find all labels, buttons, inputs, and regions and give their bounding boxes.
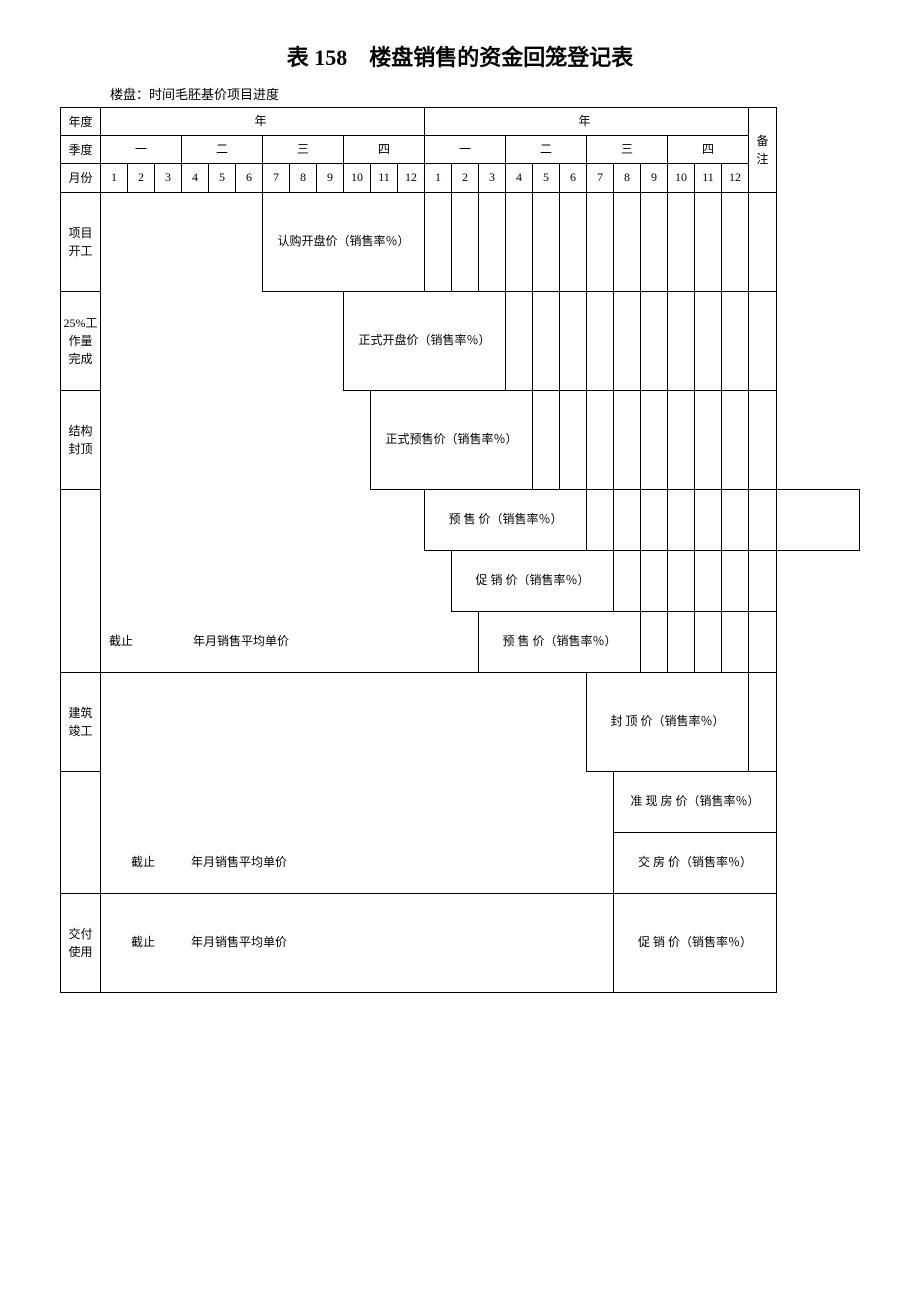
r1-label: 项目开工 [61,192,101,291]
m-2-6: 6 [560,164,587,192]
q4-1: 四 [344,136,425,164]
r7-box: 封 顶 价（销售率％） [587,672,749,771]
q4-2: 四 [668,136,749,164]
m-1-10: 10 [344,164,371,192]
row-cutoff-1: 截止 年月销售平均单价 预 售 价（销售率％） [61,611,860,672]
r3-box: 正式预售价（销售率％） [371,390,533,489]
m-1-11: 11 [371,164,398,192]
r10-label: 交付使用 [61,893,101,992]
m-1-9: 9 [317,164,344,192]
r3-label: 结构封顶 [61,390,101,489]
quarter-row: 季度 一 二 三 四 一 二 三 四 [61,136,860,164]
year-label: 年度 [61,108,101,136]
row-delivery: 交付使用 截止 年月销售平均单价 促 销 价（销售率％） [61,893,860,992]
subtitle: 楼盘：时间毛胚基价项目进度 [110,84,860,103]
row-structure-top: 结构封顶 正式预售价（销售率％） [61,390,860,489]
m-2-5: 5 [533,164,560,192]
r10-left: 截止 年月销售平均单价 [101,893,614,992]
m-2-1: 1 [425,164,452,192]
r6-left: 截止 年月销售平均单价 [101,611,479,672]
m-1-4: 4 [182,164,209,192]
m-2-8: 8 [614,164,641,192]
page-title: 表 158 楼盘销售的资金回笼登记表 [60,40,860,72]
m-1-3: 3 [155,164,182,192]
m-1-7: 7 [263,164,290,192]
r8-box: 准 现 房 价（销售率％） [614,771,777,832]
m-1-5: 5 [209,164,236,192]
m-1-12: 12 [398,164,425,192]
main-table: 年度 年 年 备注 季度 一 二 三 四 一 二 三 四 月份 1 2 3 4 … [60,107,860,993]
year-1: 年 [101,108,425,136]
r10-box: 促 销 价（销售率％） [614,893,777,992]
m-2-10: 10 [668,164,695,192]
m-2-4: 4 [506,164,533,192]
year-row: 年度 年 年 备注 [61,108,860,136]
r5-box: 促 销 价（销售率％） [452,550,614,611]
quarter-label: 季度 [61,136,101,164]
row-cutoff-2: 截止 年月销售平均单价 交 房 价（销售率％） [61,832,860,893]
year-2: 年 [425,108,749,136]
r6-box: 预 售 价（销售率％） [479,611,641,672]
r7-label: 建筑竣工 [61,672,101,771]
note-header: 备注 [749,108,777,193]
q3-2: 三 [587,136,668,164]
r4-box: 预 售 价（销售率％） [425,489,587,550]
q2-2: 二 [506,136,587,164]
r1-box: 认购开盘价（销售率％） [263,192,425,291]
m-2-7: 7 [587,164,614,192]
r9-box: 交 房 价（销售率％） [614,832,777,893]
row-25-percent: 25%工作量完成 正式开盘价（销售率％） [61,291,860,390]
row-presale: 预 售 价（销售率％） [61,489,860,550]
m-1-6: 6 [236,164,263,192]
q3-1: 三 [263,136,344,164]
q1-2: 一 [425,136,506,164]
m-2-9: 9 [641,164,668,192]
m-2-3: 3 [479,164,506,192]
q1-1: 一 [101,136,182,164]
row-construction-done: 建筑竣工 封 顶 价（销售率％） [61,672,860,771]
m-2-11: 11 [695,164,722,192]
r2-label: 25%工作量完成 [61,291,101,390]
row-promo: 促 销 价（销售率％） [61,550,860,611]
r2-box: 正式开盘价（销售率％） [344,291,506,390]
m-1-1: 1 [101,164,128,192]
month-label: 月份 [61,164,101,192]
q2-1: 二 [182,136,263,164]
r9-left: 截止 年月销售平均单价 [101,832,614,893]
m-1-8: 8 [290,164,317,192]
m-2-2: 2 [452,164,479,192]
row-project-start: 项目开工 认购开盘价（销售率％） [61,192,860,291]
month-row: 月份 1 2 3 4 5 6 7 8 9 10 11 12 1 2 3 4 5 … [61,164,860,192]
m-1-2: 2 [128,164,155,192]
row-quasi-ready: 准 现 房 价（销售率％） [61,771,860,832]
m-2-12: 12 [722,164,749,192]
